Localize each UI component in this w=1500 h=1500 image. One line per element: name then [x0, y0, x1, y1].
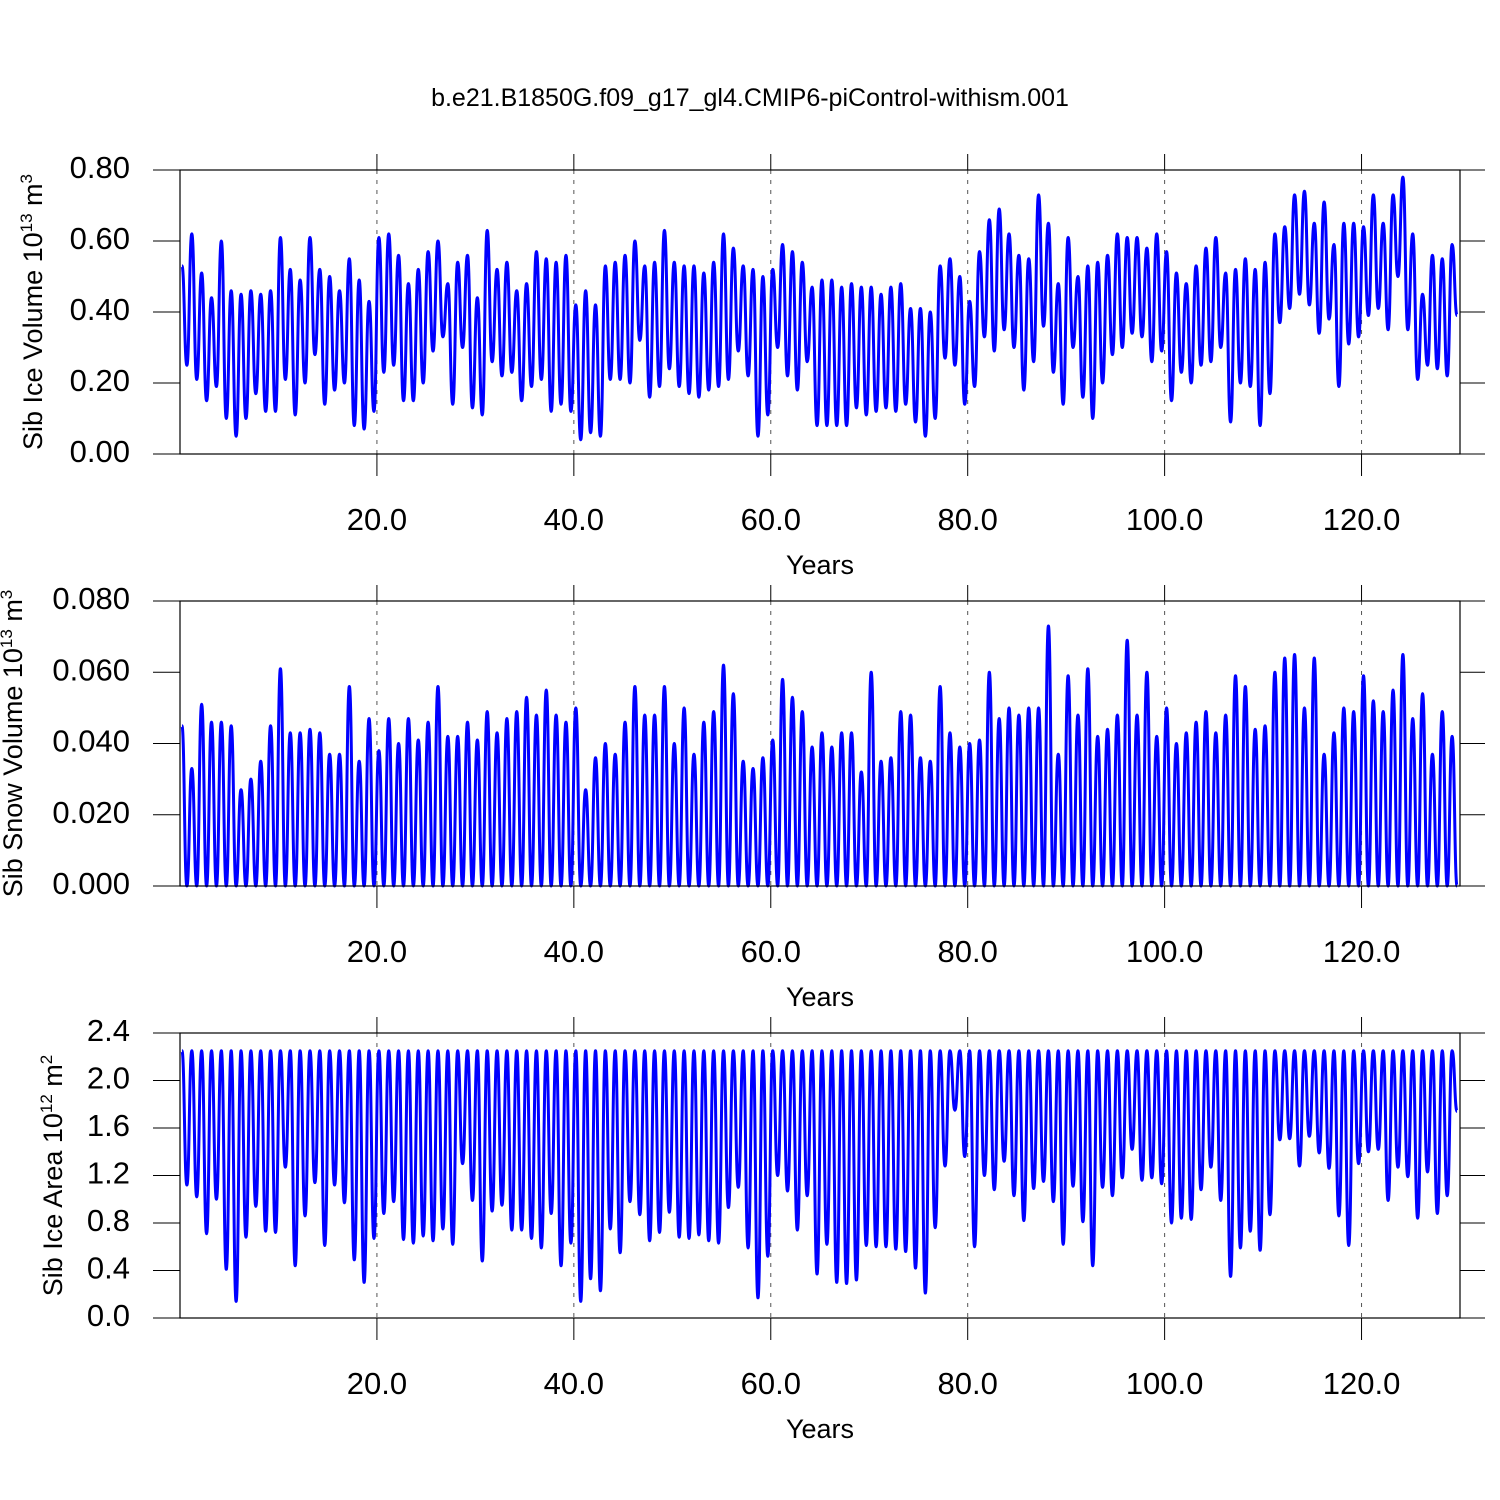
x-tick-label: 120.0 — [1323, 1366, 1401, 1401]
y-tick-label: 2.0 — [87, 1061, 130, 1096]
x-axis-label: Years — [786, 550, 854, 580]
y-axis-label-exponent: 12 — [37, 1094, 56, 1113]
data-line — [180, 624, 1459, 888]
x-axis-label: Years — [786, 982, 854, 1012]
x-tick-label: 80.0 — [938, 502, 998, 537]
y-axis-label-text: Sib Snow Volume 10 — [0, 648, 28, 897]
figure-title: b.e21.B1850G.f09_g17_gl4.CMIP6-piControl… — [431, 84, 1069, 112]
y-tick-label: 0.040 — [52, 724, 130, 759]
y-tick-label: 0.020 — [52, 795, 130, 830]
y-axis-label-unit-exponent: 3 — [0, 590, 16, 599]
x-tick-label: 40.0 — [544, 934, 604, 969]
y-tick-label: 0.080 — [52, 581, 130, 616]
y-axis-label: Sib Ice Volume 1013 m3 — [17, 174, 48, 450]
x-tick-label: 40.0 — [544, 502, 604, 537]
plot-frame — [179, 169, 1461, 455]
x-tick-label: 60.0 — [741, 502, 801, 537]
panel: 20.0 40.0 60.0 80.0 100.0 120.0 0.00 0.20 0.40 0.… — [17, 150, 1485, 580]
x-tick-label: 60.0 — [741, 934, 801, 969]
x-tick-label: 40.0 — [544, 1366, 604, 1401]
y-axis-label-text: Sib Ice Area 10 — [38, 1113, 68, 1296]
x-tick-label: 80.0 — [938, 934, 998, 969]
y-axis-label-unit: m — [18, 183, 48, 213]
x-tick-label: 100.0 — [1126, 502, 1204, 537]
x-tick-label: 120.0 — [1323, 502, 1401, 537]
y-tick-label: 0.0 — [87, 1298, 130, 1333]
y-axis-label-exponent: 13 — [0, 629, 16, 648]
y-axis-label-unit: m — [0, 599, 28, 629]
x-tick-label: 100.0 — [1126, 1366, 1204, 1401]
y-tick-label: 1.2 — [87, 1156, 130, 1191]
x-tick-label: 60.0 — [741, 1366, 801, 1401]
y-tick-label: 0.4 — [87, 1251, 130, 1286]
x-tick-label: 100.0 — [1126, 934, 1204, 969]
y-axis-label-unit-exponent: 3 — [17, 174, 36, 183]
y-tick-label: 0.20 — [70, 363, 130, 398]
y-axis-label-unit: m — [38, 1064, 68, 1094]
y-tick-label: 0.060 — [52, 652, 130, 687]
x-axis-label: Years — [786, 1414, 854, 1444]
x-tick-label: 20.0 — [347, 502, 407, 537]
y-axis-label: Sib Snow Volume 1013 m3 — [0, 590, 28, 898]
y-tick-label: 0.000 — [52, 866, 130, 901]
x-tick-label: 120.0 — [1323, 934, 1401, 969]
data-line — [180, 175, 1459, 442]
y-tick-label: 1.6 — [87, 1108, 130, 1143]
plot-frame — [179, 600, 1461, 887]
panel: 20.0 40.0 60.0 80.0 100.0 120.0 0.0 0.4 0.8 1.2 1.… — [37, 1013, 1485, 1444]
y-tick-label: 0.00 — [70, 434, 130, 469]
x-tick-label: 80.0 — [938, 1366, 998, 1401]
data-line — [180, 1049, 1459, 1303]
y-axis-label-text: Sib Ice Volume 10 — [18, 232, 48, 450]
y-tick-label: 0.80 — [70, 150, 130, 185]
y-tick-label: 0.8 — [87, 1203, 130, 1238]
y-tick-label: 0.40 — [70, 292, 130, 327]
x-tick-label: 20.0 — [347, 1366, 407, 1401]
y-tick-label: 0.60 — [70, 221, 130, 256]
y-axis-label-unit-exponent: 2 — [37, 1055, 56, 1064]
y-tick-label: 2.4 — [87, 1013, 130, 1048]
x-tick-label: 20.0 — [347, 934, 407, 969]
plot-frame — [179, 1032, 1461, 1319]
panel: 20.0 40.0 60.0 80.0 100.0 120.0 0.000 0.020 0.04… — [0, 581, 1485, 1012]
y-axis-label-exponent: 13 — [17, 213, 36, 232]
y-axis-label: Sib Ice Area 1012 m2 — [37, 1055, 68, 1297]
